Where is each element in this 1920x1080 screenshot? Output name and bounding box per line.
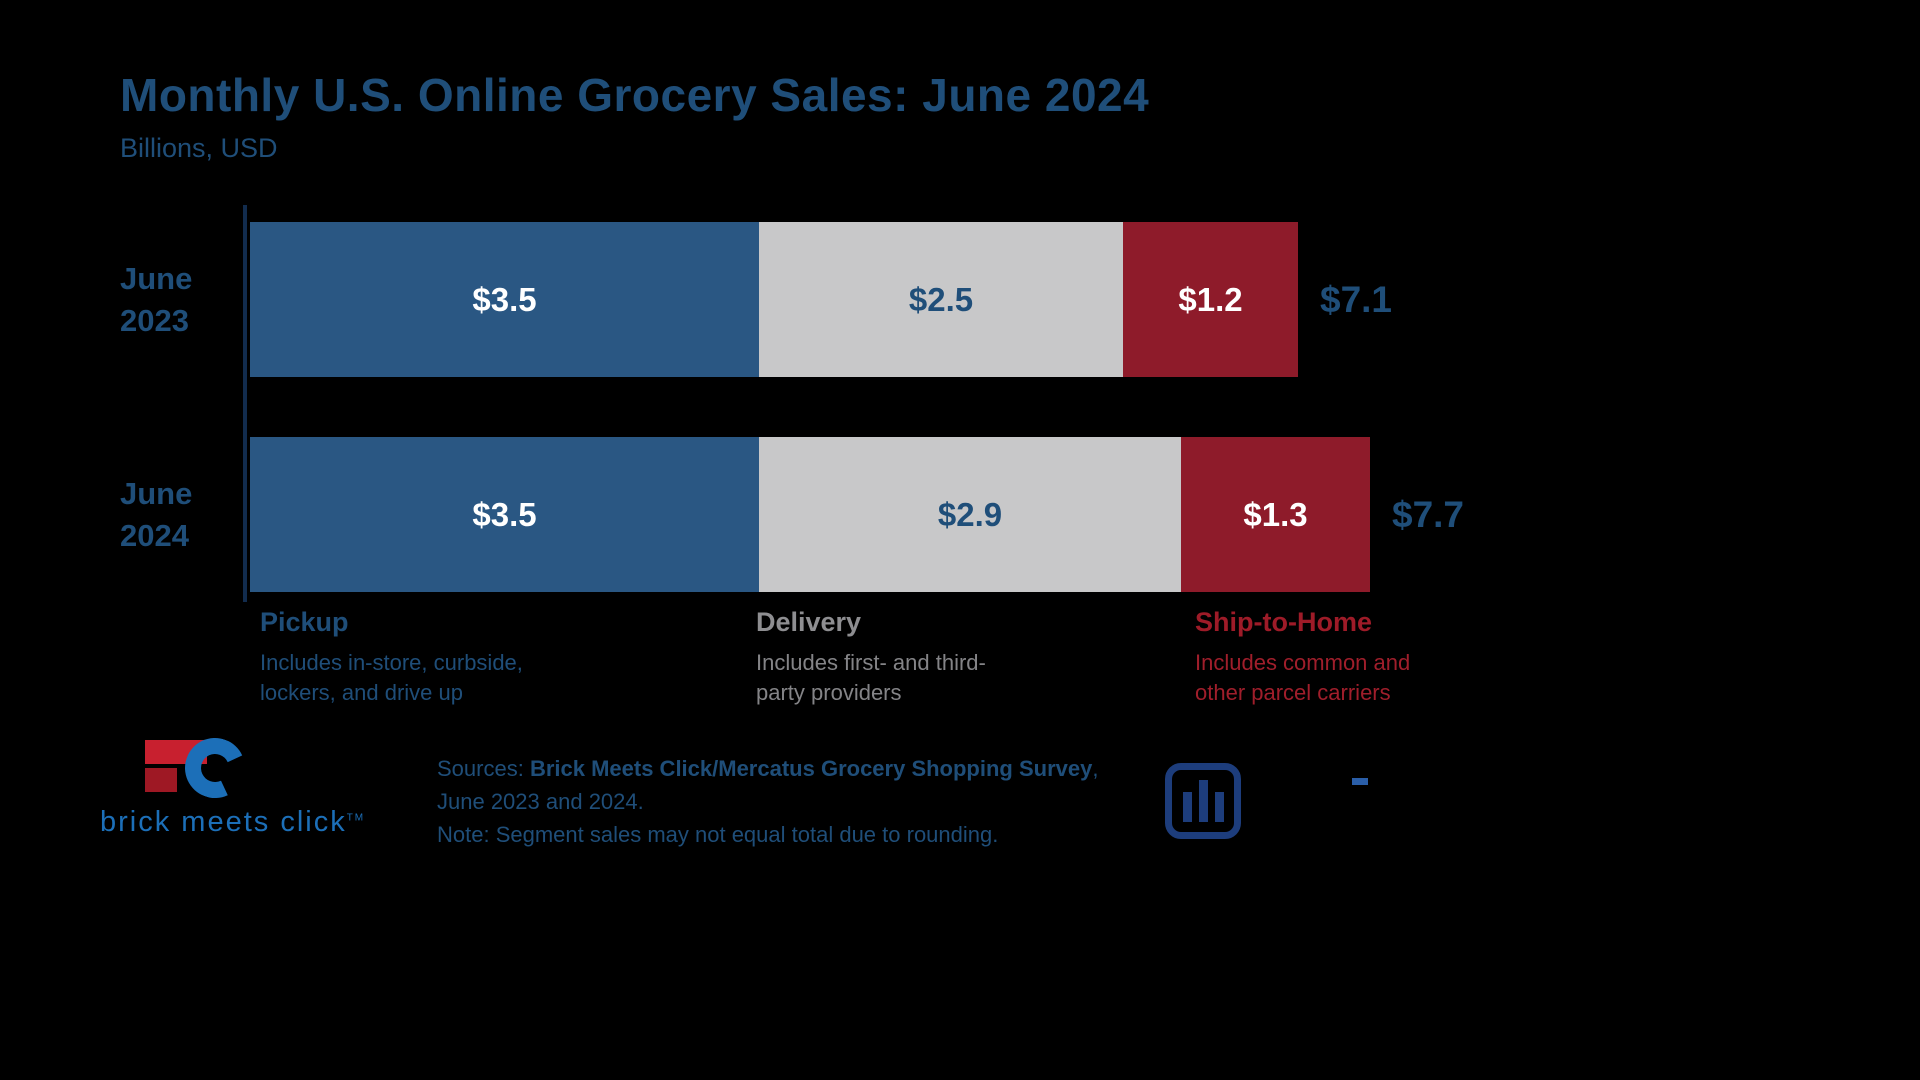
legend-ship-to-home-desc: Includes common and other parcel carrier…	[1195, 650, 1411, 705]
sources-note: Sources: Brick Meets Click/Mercatus Groc…	[437, 752, 1117, 851]
bar-2024-total: $7.7	[1392, 493, 1465, 535]
sources-line1: Sources: Brick Meets Click/Mercatus Groc…	[437, 756, 1099, 781]
units-subtitle: Billions, USD	[120, 133, 278, 163]
brick-shape-icon	[145, 740, 207, 764]
legend-pickup-title: Pickup	[260, 607, 349, 637]
bar-2023-ship-to-home-value: $1.2	[1178, 280, 1243, 318]
bar-2024-delivery-segment: $2.9	[759, 437, 1181, 592]
bar-row-june-2024: $3.5 $2.9 $1.3 $7.7	[250, 437, 1464, 592]
legend-ship-to-home-title: Ship-to-Home	[1195, 607, 1372, 637]
brick-meets-click-logo: brick meets clickTM	[100, 729, 400, 838]
legend-pickup: Pickup Includes in-store, curbside, lock…	[260, 607, 550, 707]
brick-meets-click-wordmark: brick meets clickTM	[100, 806, 366, 838]
bar-2024-ship-to-home-value: $1.3	[1243, 495, 1308, 533]
bar-2024-pickup-segment: $3.5	[250, 437, 759, 592]
bar-2023-ship-to-home-segment: $1.2	[1123, 222, 1298, 377]
page-title: Monthly U.S. Online Grocery Sales: June …	[120, 69, 1150, 121]
legend-ship-to-home: Ship-to-Home Includes common and other p…	[1195, 607, 1455, 707]
legend-delivery: Delivery Includes first- and third-party…	[756, 607, 1026, 707]
bar-2023-pickup-value: $3.5	[472, 280, 537, 318]
sources-line2: June 2023 and 2024.	[437, 789, 644, 814]
legend-delivery-desc: Includes first- and third-party provider…	[756, 650, 986, 705]
bar-2024-pickup-value: $3.5	[472, 495, 537, 533]
bar-row-june-2023: $3.5 $2.5 $1.2 $7.1	[250, 222, 1392, 377]
bar-2023-delivery-value: $2.5	[908, 280, 974, 318]
mercatus-icon	[1165, 763, 1241, 839]
legend-pickup-desc: Includes in-store, curbside, lockers, an…	[260, 650, 523, 705]
row-label-june-2023: June 2023	[120, 260, 193, 338]
y-axis-line	[243, 205, 247, 602]
rounding-note: Note: Segment sales may not equal total …	[437, 822, 999, 847]
bar-2024-delivery-value: $2.9	[937, 495, 1003, 533]
bar-2023-pickup-segment: $3.5	[250, 222, 759, 377]
row-label-june-2024: June 2024	[120, 475, 193, 553]
trademark-symbol: TM	[346, 812, 366, 824]
legend-delivery-title: Delivery	[756, 607, 862, 637]
bar-2024-ship-to-home-segment: $1.3	[1181, 437, 1370, 592]
brick-meets-click-mark-icon	[145, 729, 255, 807]
bar-2023-delivery-segment: $2.5	[759, 222, 1123, 377]
brick-shape-icon	[145, 768, 177, 792]
bar-2023-total: $7.1	[1320, 278, 1393, 320]
dash-icon	[1352, 778, 1368, 785]
